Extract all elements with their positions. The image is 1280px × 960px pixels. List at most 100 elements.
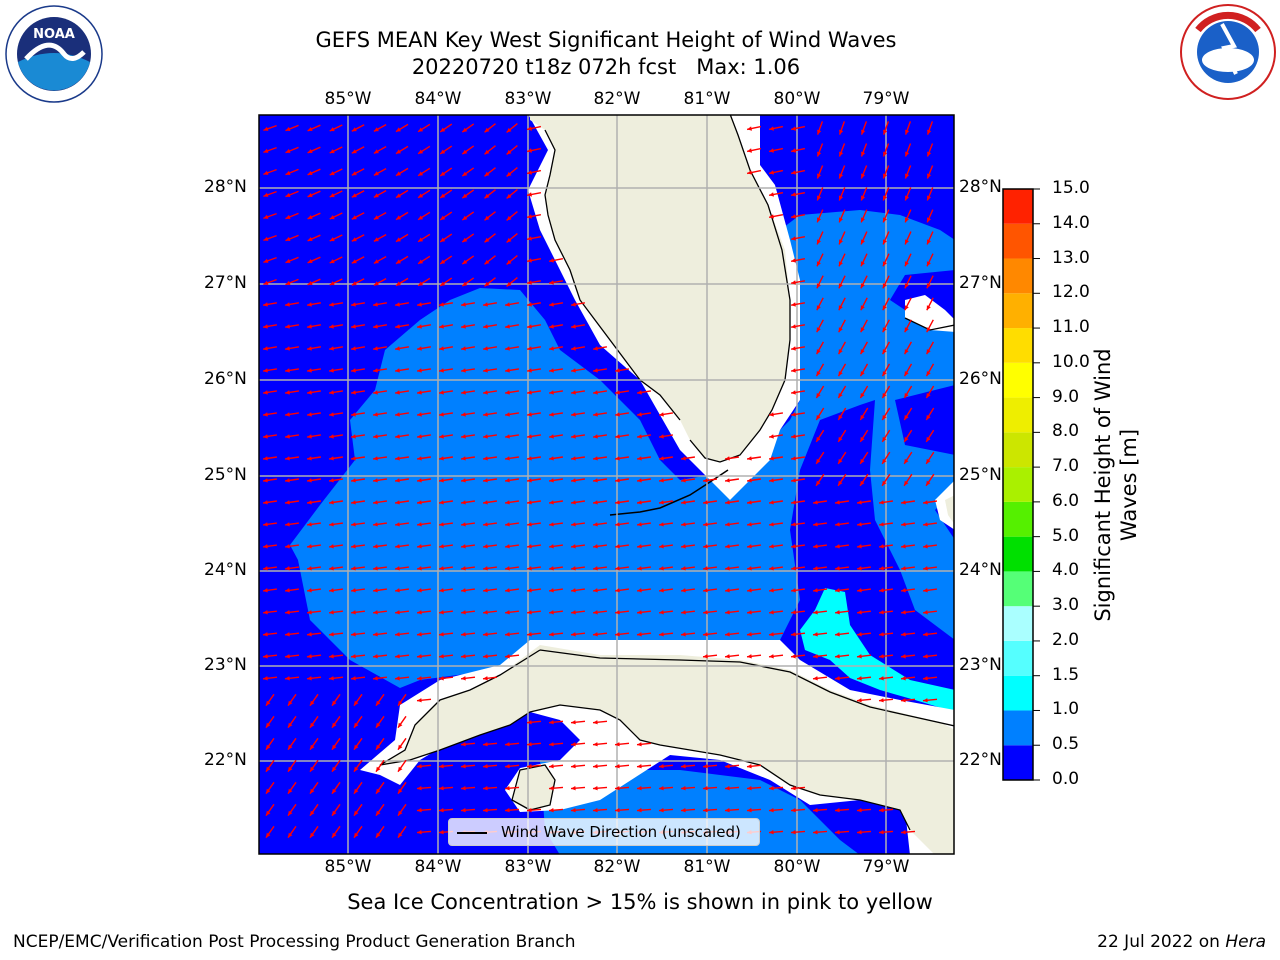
- wave-arrow-head: [439, 764, 444, 769]
- wave-arrow-head: [376, 700, 381, 706]
- colorbar-title-line1: Significant Height of Wind: [1091, 348, 1115, 622]
- wave-arrow-head: [373, 654, 378, 659]
- wave-arrow-head: [351, 324, 356, 329]
- wave-arrow-head: [904, 349, 909, 355]
- wave-arrow-head: [483, 390, 488, 395]
- wave-arrow-head: [505, 390, 510, 395]
- wave-arrow-head: [571, 610, 576, 615]
- wave-arrow-head: [505, 654, 510, 659]
- wave-arrow-head: [332, 766, 337, 772]
- wave-arrow-head: [879, 566, 884, 571]
- wave-arrow-head: [395, 390, 400, 395]
- wave-arrow-head: [904, 436, 909, 442]
- wave-arrow-head: [839, 151, 844, 157]
- wave-arrow-head: [263, 478, 268, 483]
- wave-arrow-head: [659, 544, 664, 549]
- wave-arrow-head: [901, 522, 906, 527]
- wave-arrow-head: [285, 148, 291, 153]
- legend-line-sample: [457, 832, 487, 834]
- wave-arrow-head: [417, 522, 422, 527]
- wave-arrow-head: [395, 302, 400, 307]
- wave-arrow-head: [769, 478, 774, 483]
- wave-arrow-head: [549, 742, 554, 747]
- wave-arrow-head: [329, 346, 334, 351]
- wave-arrow-head: [527, 236, 532, 241]
- wave-arrow-head: [263, 280, 269, 285]
- wave-arrow-head: [879, 610, 884, 615]
- wave-arrow-head: [307, 390, 312, 395]
- wave-arrow-head: [857, 698, 862, 703]
- wave-arrow-head: [817, 129, 822, 135]
- wave-arrow-head: [571, 500, 576, 505]
- wave-arrow-head: [483, 566, 488, 571]
- wave-arrow-head: [615, 368, 620, 373]
- wave-arrow-head: [439, 830, 444, 835]
- wave-arrow-head: [351, 500, 356, 505]
- wave-arrow-head: [395, 654, 400, 659]
- wave-arrow-head: [883, 195, 888, 201]
- wave-arrow-head: [329, 193, 335, 198]
- wave-arrow-head: [703, 478, 708, 483]
- wave-arrow-head: [927, 239, 931, 245]
- wave-arrow-head: [307, 478, 312, 483]
- wave-arrow-head: [857, 632, 862, 637]
- wave-arrow-head: [285, 500, 290, 505]
- wave-map: [258, 114, 955, 855]
- colorbar-segment: [1003, 536, 1033, 572]
- wave-arrow-head: [395, 324, 400, 329]
- wave-arrow-head: [791, 434, 796, 439]
- wave-arrow-head: [813, 544, 818, 549]
- wave-arrow-head: [418, 281, 424, 286]
- wave-arrow-head: [285, 632, 290, 637]
- wave-arrow-head: [461, 434, 466, 439]
- wave-arrow-head: [857, 654, 862, 659]
- wave-arrow-head: [483, 302, 488, 307]
- noaa-logo: NOAA: [5, 5, 103, 103]
- wave-arrow-head: [396, 127, 401, 132]
- wave-arrow-head: [860, 371, 865, 377]
- wave-arrow-head: [484, 171, 490, 177]
- left-lat-label: 23°N: [204, 655, 247, 675]
- wave-arrow-head: [593, 764, 598, 769]
- wave-arrow-head: [637, 764, 642, 769]
- wave-arrow-head: [816, 283, 821, 289]
- wave-arrow-head: [439, 654, 444, 659]
- wave-arrow-head: [659, 610, 664, 615]
- colorbar-segment: [1003, 189, 1033, 224]
- wave-arrow-head: [417, 324, 422, 329]
- wave-arrow-head: [505, 302, 510, 307]
- wave-arrow-head: [373, 324, 378, 329]
- wave-arrow-head: [505, 786, 510, 791]
- wave-arrow-head: [838, 436, 843, 442]
- wave-arrow-head: [681, 566, 686, 571]
- wave-arrow-head: [417, 390, 422, 395]
- wave-arrow-head: [263, 324, 268, 329]
- wave-arrow-head: [373, 478, 378, 483]
- wave-arrow-head: [329, 434, 334, 439]
- left-lat-label: 24°N: [204, 560, 247, 580]
- wave-arrow-head: [571, 390, 576, 395]
- wave-arrow-head: [307, 346, 312, 351]
- wave-arrow-head: [904, 393, 909, 398]
- wave-arrow-head: [461, 302, 466, 307]
- wave-arrow-head: [285, 544, 290, 549]
- wave-arrow-head: [373, 632, 378, 637]
- wave-arrow-head: [395, 478, 400, 483]
- colorbar-segment: [1003, 640, 1033, 676]
- wave-arrow-head: [593, 346, 598, 351]
- wave-arrow-head: [861, 151, 866, 157]
- wave-arrow-head: [791, 368, 796, 373]
- wave-arrow-head: [263, 456, 268, 461]
- wave-arrow-head: [373, 368, 378, 373]
- wave-arrow-head: [857, 588, 862, 593]
- wave-arrow-head: [505, 324, 510, 329]
- wave-arrow-head: [703, 544, 708, 549]
- wave-arrow-head: [263, 632, 268, 637]
- wave-arrow-head: [461, 764, 466, 769]
- wave-arrow-head: [791, 654, 796, 659]
- wave-arrow-head: [527, 544, 532, 549]
- wave-arrow-head: [769, 632, 774, 637]
- wave-arrow-head: [307, 324, 312, 329]
- wave-arrow-head: [376, 722, 381, 728]
- wave-arrow-head: [637, 522, 642, 527]
